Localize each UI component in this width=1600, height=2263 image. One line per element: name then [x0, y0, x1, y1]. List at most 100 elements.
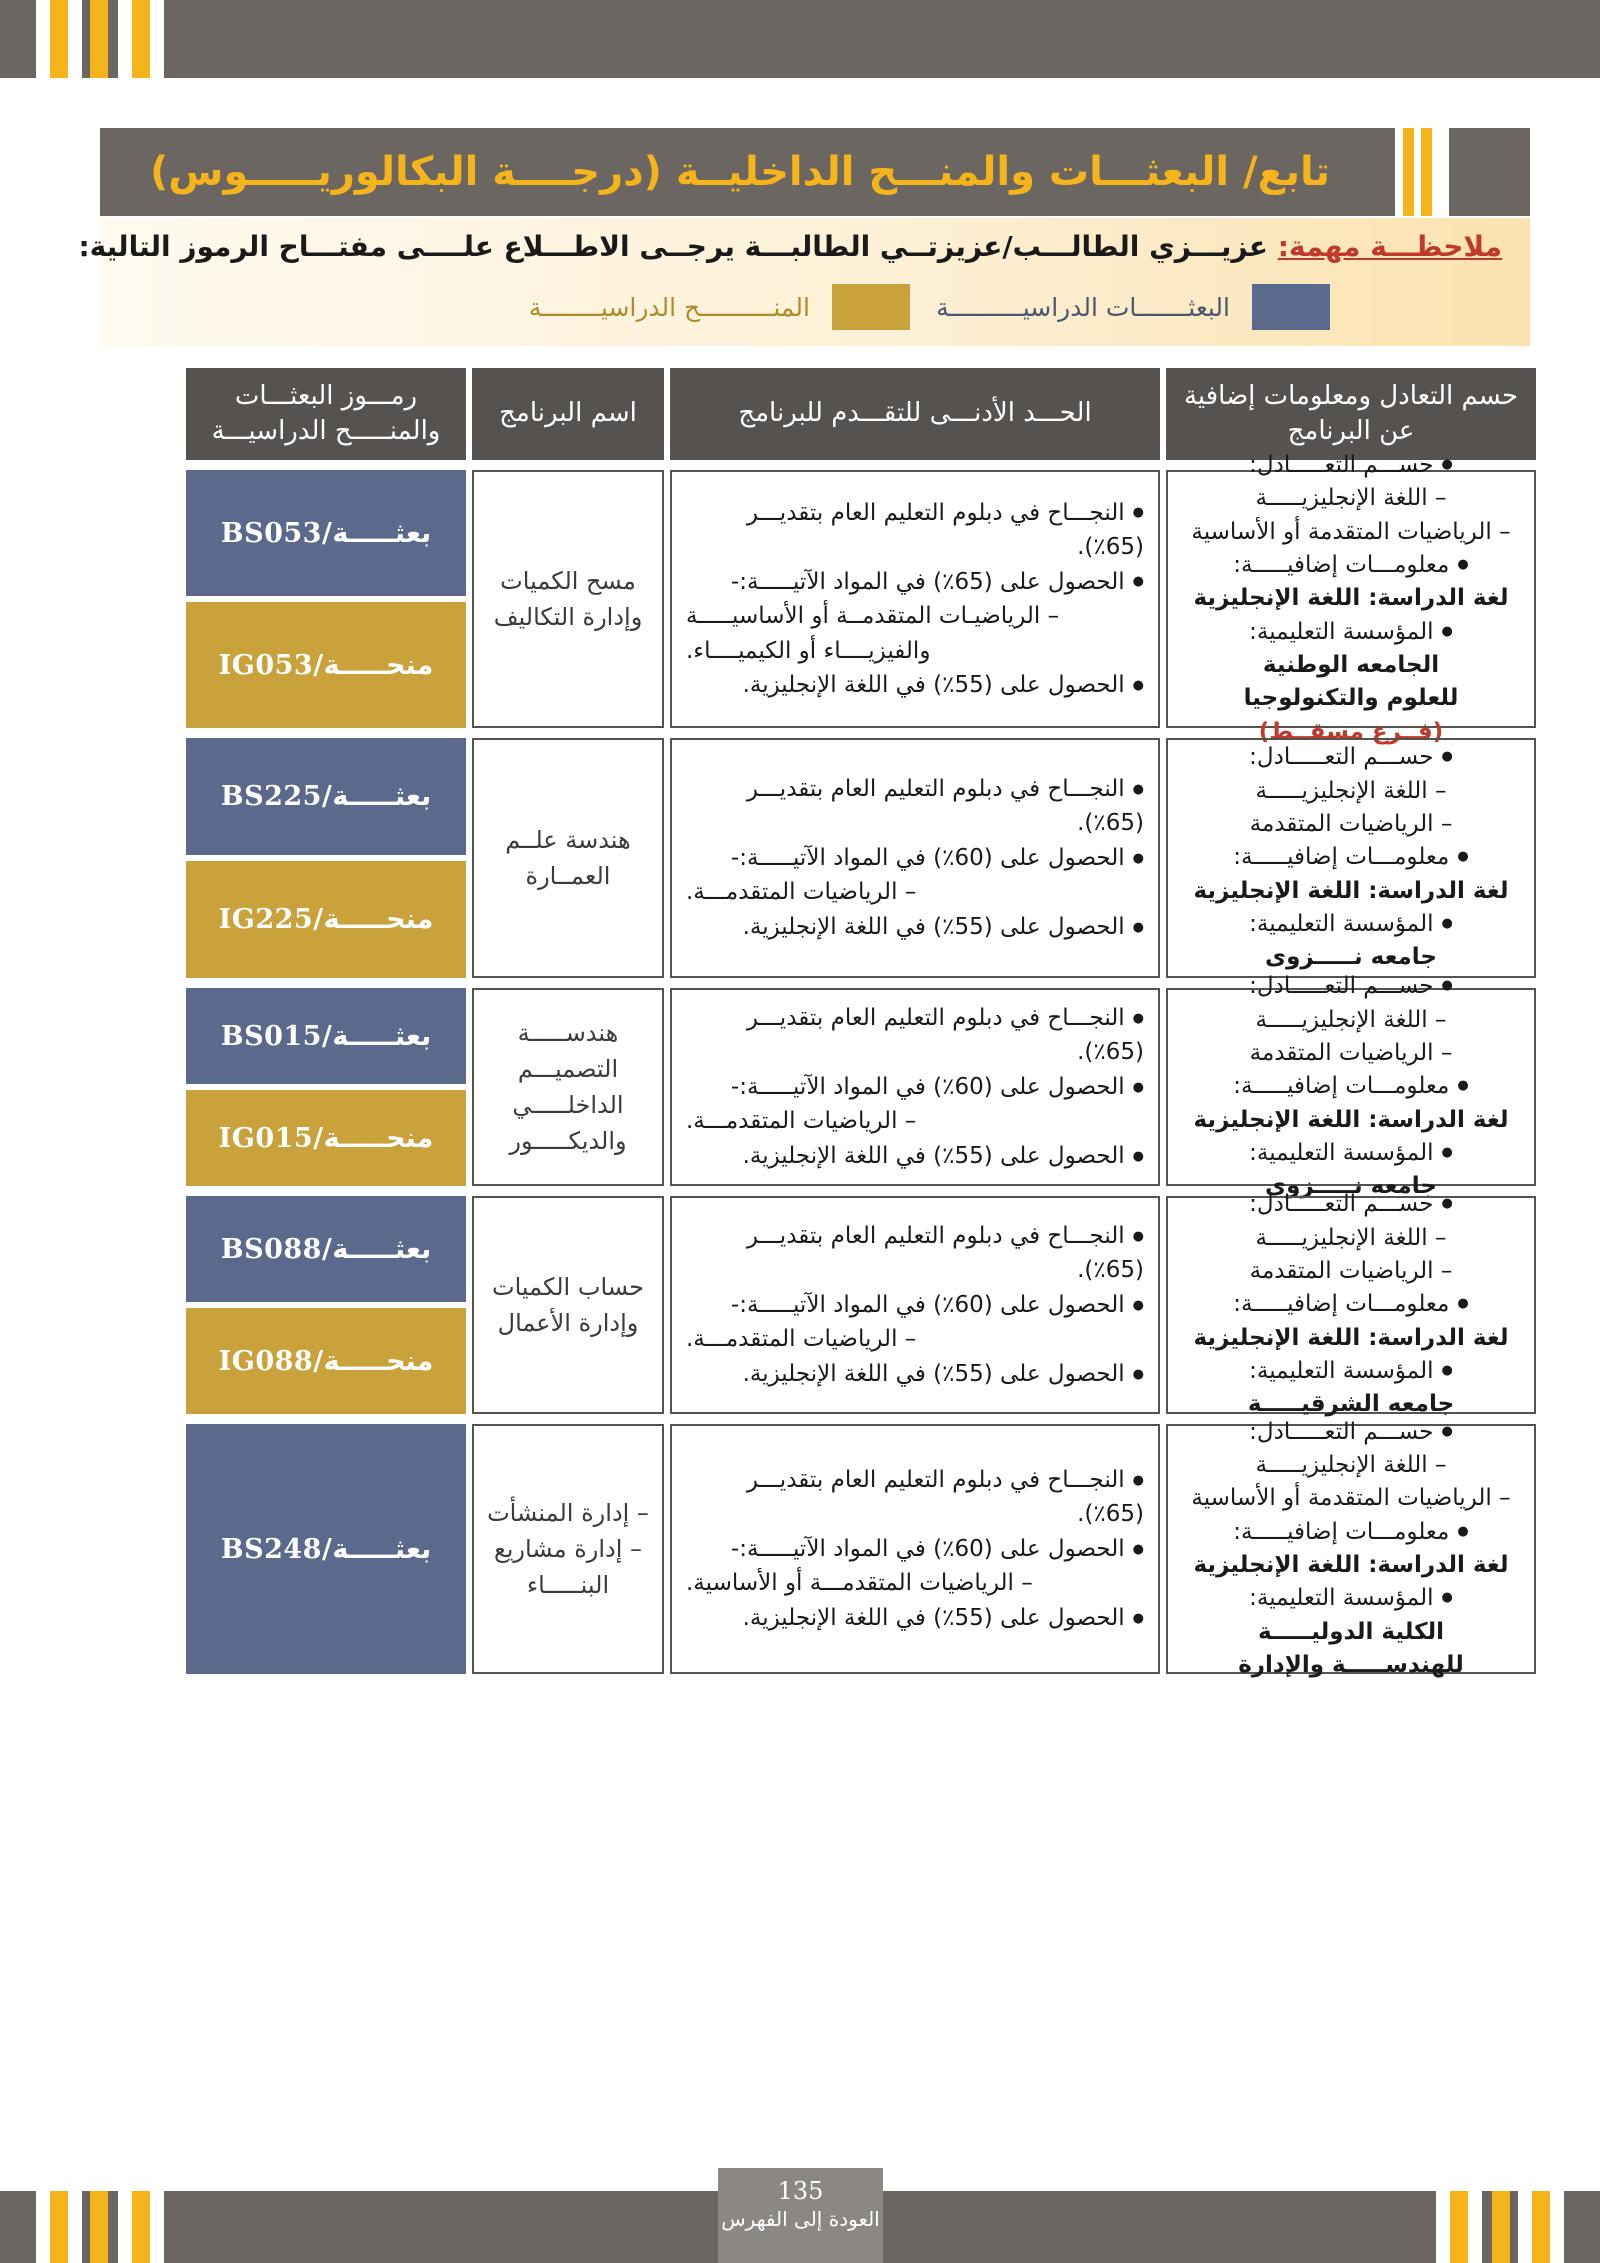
code-value: IG015 [218, 1122, 314, 1154]
grant-code-chip[interactable]: منحـــــة / IG088 [186, 1308, 466, 1414]
requirement-line: – الرياضيات المتقدمـــة. [686, 1108, 917, 1135]
note-line: معلومـــات إضافيـــــة: [1182, 1288, 1520, 1321]
requirement-line: النجـــاح في دبلوم التعليم العام بتقديــ… [686, 772, 1144, 841]
table-row: حســـم التعـــــادل: – اللغة الإنجليزيـــ… [92, 738, 1536, 978]
code-type-label: منحـــــة [323, 1345, 434, 1377]
code-value: BS088 [220, 1233, 322, 1265]
top-bar-yellow-stripe [50, 0, 68, 78]
note-line: معلومـــات إضافيـــــة: [1182, 1516, 1520, 1549]
important-note-text: ملاحظـــة مهمة: عزيـــزي الطالـــب/عزيزت… [78, 230, 1502, 263]
legend-item-grants: المنــــــــــح الدراسيــــــــة [529, 284, 910, 330]
back-to-index-link[interactable]: العودة إلى الفهرس [721, 2207, 880, 2232]
page-badge[interactable]: 135 العودة إلى الفهرس [718, 2168, 883, 2263]
cell-codes: بعثـــــة / BS053 منحـــــة / IG053 [186, 470, 466, 728]
top-bar-yellow-stripe [132, 0, 150, 78]
note-line: الجامعه الوطنية [1262, 652, 1440, 679]
cell-program-name: – إدارة المنشأت – إدارة مشاريع البنـــــ… [472, 1424, 664, 1674]
requirement-line: الحصول على (55٪) في اللغة الإنجليزية. [686, 668, 1144, 703]
cell-notes: حســـم التعـــــادل:– اللغة الإنجليزيـــ… [1166, 738, 1536, 978]
note-line: حســـم التعـــــادل: [1182, 1188, 1520, 1221]
note-line: لغة الدراسة: اللغة الإنجليزية [1193, 877, 1509, 904]
note-line: جامعه الشرقيـــــة [1247, 1391, 1455, 1418]
code-type-label: بعثـــــة [332, 1233, 432, 1265]
legend-item-scholarships: البعثـــــــات الدراسيــــــــــة [936, 284, 1330, 330]
requirement-line: – الرياضيات المتقدمـــة. [686, 1326, 917, 1353]
note-line: – الرياضيات المتقدمة [1249, 1039, 1453, 1066]
note-line: – الرياضيات المتقدمة أو الأساسية [1191, 518, 1511, 545]
note-line: – الرياضيات المتقدمة أو الأساسية [1191, 1485, 1511, 1512]
scholarship-code-chip[interactable]: بعثـــــة / BS225 [186, 738, 466, 855]
grant-color-swatch [832, 284, 910, 330]
cell-program-name: مسح الكميات وإدارة التكاليف [472, 470, 664, 728]
code-value: IG053 [218, 649, 314, 681]
code-value: BS248 [220, 1533, 322, 1565]
requirement-line: الحصول على (55٪) في اللغة الإنجليزية. [686, 1139, 1144, 1174]
title-accent-bars [1403, 128, 1443, 216]
table-row: حســـم التعـــــادل: – اللغة الإنجليزيـــ… [92, 1191, 1536, 1417]
table-row: حســـم التعـــــادل: – اللغة الإنجليزيـــ… [92, 973, 1536, 1199]
cell-codes: بعثـــــة / BS088 منحـــــة / IG088 [186, 1196, 466, 1414]
scholarship-code-chip[interactable]: بعثـــــة / BS248 [186, 1424, 466, 1674]
legend-label-grants: المنــــــــــح الدراسيــــــــة [528, 292, 810, 322]
code-type-label: منحـــــة [323, 904, 434, 935]
top-bar-yellow-stripe [90, 0, 108, 78]
cell-requirements: النجـــاح في دبلوم التعليم العام بتقديــ… [670, 470, 1160, 728]
cell-codes: بعثـــــة / BS248 [186, 1424, 466, 1674]
code-value: BS053 [220, 517, 322, 549]
program-name-text: – إدارة المنشأت – إدارة مشاريع البنـــــ… [487, 1499, 649, 1599]
footer-yellow-stripe [1532, 2191, 1550, 2263]
grant-code-chip[interactable]: منحـــــة / IG015 [186, 1090, 466, 1186]
grant-code-chip[interactable]: منحـــــة / IG053 [186, 602, 466, 728]
scholarship-code-chip[interactable]: بعثـــــة / BS053 [186, 470, 466, 596]
code-value: BS225 [220, 781, 322, 812]
cell-notes: حســـم التعـــــادل:– اللغة الإنجليزيـــ… [1166, 452, 1536, 745]
code-type-label: بعثـــــة [332, 1533, 432, 1565]
cell-notes: حســـم التعـــــادل:– اللغة الإنجليزيـــ… [1166, 1191, 1536, 1417]
footer-yellow-stripe [50, 2191, 68, 2263]
note-body: عزيـــزي الطالـــب/عزيزتــي الطالبـــة ي… [78, 230, 1268, 263]
note-line: المؤسسة التعليمية: [1182, 908, 1520, 941]
code-value: IG225 [218, 904, 314, 935]
note-line: – اللغة الإنجليزيـــــة [1255, 1006, 1447, 1033]
cell-program-name: هندسة علــم العمــارة [472, 738, 664, 978]
code-type-label: بعثـــــة [332, 517, 432, 549]
column-header-requirements: الحـــد الأدنـــى للتقـــدم للبرنامج [670, 368, 1160, 460]
note-line: – اللغة الإنجليزيـــــة [1255, 485, 1447, 512]
table-header-row: حسم التعادل ومعلومات إضافية عن البرنامج … [92, 368, 1536, 460]
cell-requirements: النجـــاح في دبلوم التعليم العام بتقديــ… [670, 1196, 1160, 1414]
programs-table: حسم التعادل ومعلومات إضافية عن البرنامج … [92, 368, 1536, 1678]
cell-codes: بعثـــــة / BS015 منحـــــة / IG015 [186, 988, 466, 1186]
grant-code-chip[interactable]: منحـــــة / IG225 [186, 861, 466, 978]
note-line: لغة الدراسة: اللغة الإنجليزية [1193, 1552, 1509, 1578]
scholarship-code-chip[interactable]: بعثـــــة / BS088 [186, 1196, 466, 1302]
requirement-line: الحصول على (65٪) في المواد الآتيـــــة:- [686, 565, 1144, 600]
cell-notes: حســـم التعـــــادل:– اللغة الإنجليزيـــ… [1166, 1419, 1536, 1678]
scholarship-code-chip[interactable]: بعثـــــة / BS015 [186, 988, 466, 1084]
top-decorative-bar [0, 0, 1600, 78]
program-name-text: هندســـــة التصميـــم الداخلـــــي والدي… [509, 1019, 627, 1155]
note-line: حســـم التعـــــادل: [1182, 1416, 1520, 1449]
code-type-label: منحـــــة [323, 649, 434, 681]
important-note-box: ملاحظـــة مهمة: عزيـــزي الطالـــب/عزيزت… [78, 218, 1530, 346]
cell-codes: بعثـــــة / BS225 منحـــــة / IG225 [186, 738, 466, 978]
requirement-line: – الرياضيات المتقدمـــة. [686, 879, 917, 906]
code-value: IG088 [218, 1345, 314, 1377]
requirement-line: الحصول على (60٪) في المواد الآتيـــــة:- [686, 1070, 1144, 1105]
footer-yellow-stripe [1492, 2191, 1510, 2263]
column-header-program: اسم البرنامج [472, 368, 664, 460]
requirement-line: – الرياضيـات المتقدمــة أو الأساسيـــــة… [686, 603, 1060, 664]
page-number: 135 [777, 2177, 824, 2205]
code-type-label: بعثـــــة [332, 1020, 432, 1052]
note-line: للهندســـــة والإدارة [1238, 1652, 1464, 1679]
note-line: الكلية الدوليـــــة [1257, 1618, 1444, 1645]
note-line: حســـم التعـــــادل: [1182, 970, 1520, 1003]
requirement-line: الحصول على (55٪) في اللغة الإنجليزية. [686, 910, 1144, 945]
footer-yellow-stripe [132, 2191, 150, 2263]
note-line: معلومـــات إضافيـــــة: [1182, 549, 1520, 582]
note-line: المؤسسة التعليمية: [1182, 1355, 1520, 1388]
cell-notes: حســـم التعـــــادل: – اللغة الإنجليزيـــ… [1166, 973, 1536, 1199]
cell-requirements: النجـــاح في دبلوم التعليم العام بتقديــ… [670, 1424, 1160, 1674]
column-header-codes: رمـــوز البعثـــات والمنـــــح الدراسيــ… [186, 368, 466, 460]
requirement-line: النجـــاح في دبلوم التعليم العام بتقديــ… [686, 1463, 1144, 1532]
program-name-text: هندسة علــم العمــارة [505, 826, 631, 890]
